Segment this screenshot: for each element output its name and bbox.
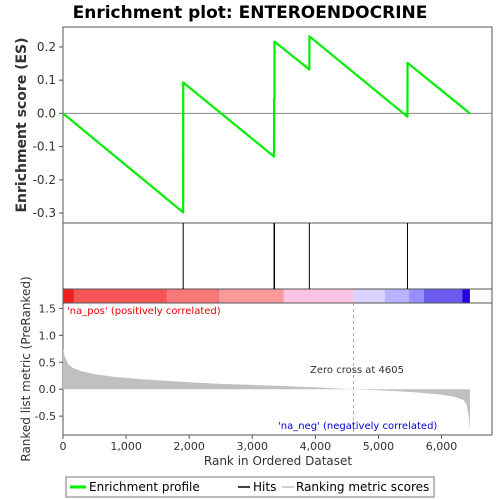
colorbar-segment [384,289,409,303]
ranked-list-colorbar [63,289,470,303]
colorbar-segment [408,289,424,303]
legend: Enrichment profile Hits Ranking metric s… [65,476,435,498]
xtick-label: 2,000 [173,440,205,453]
chart-title: Enrichment plot: ENTEROENDOCRINE [73,3,428,23]
metric-panel [62,302,493,436]
enrichment-profile-plot [62,35,492,214]
es-ytick-label: -0.1 [33,140,56,154]
es-ytick-label: -0.2 [33,173,56,187]
legend-metric-label: Ranking metric scores [296,480,429,494]
ranking-metric-plot [63,303,470,435]
x-axis-label: Rank in Ordered Dataset [204,454,352,468]
es-axis-label: Enrichment score (ES) [14,37,30,212]
metric-ytick-label: -0.5 [35,410,56,423]
colorbar-segment [74,289,168,303]
colorbar-segment [63,289,75,303]
colorbar-segment [462,289,470,303]
es-ytick-label: 0.0 [37,106,56,120]
colorbar-segment [283,289,354,303]
es-ytick-label: 0.1 [37,73,56,87]
legend-hits-label: Hits [253,480,276,494]
hits-panel [62,222,493,290]
xtick-label: 5,000 [363,440,395,453]
neg-correlated-label: 'na_neg' (negatively correlated) [278,421,437,432]
metric-axis-label: Ranked list metric (PreRanked) [19,276,33,461]
colorbar-segment [423,289,463,303]
xtick-label: 1,000 [110,440,142,453]
metric-ytick-label: 0.5 [39,356,57,369]
colorbar-segment [219,289,284,303]
xtick-label: 3,000 [237,440,269,453]
zero-cross-label: Zero cross at 4605 [310,365,404,376]
metric-ytick-label: 0.0 [39,383,57,396]
colorbar-segment [167,289,220,303]
legend-profile-label: Enrichment profile [89,480,200,494]
xtick-label: 0 [60,440,67,453]
colorbar-segment [353,289,385,303]
enrichment-profile-line [62,35,471,214]
metric-ytick-label: 1.0 [39,329,57,342]
hits-lines [182,223,408,289]
metric-ytick-label: 1.5 [39,302,57,315]
es-panel [62,26,493,224]
es-ytick-label: 0.2 [37,40,56,54]
pos-correlated-label: 'na_pos' (positively correlated) [67,306,221,317]
metric-area [63,348,470,430]
axes: -0.3 -0.2 -0.1 0.0 0.1 0.2 -0.5 0.0 0.5 1.0 1.5 0 1,… [33,40,458,453]
xtick-label: 6,000 [426,440,458,453]
xtick-label: 4,000 [300,440,332,453]
es-ytick-label: -0.3 [33,206,56,220]
